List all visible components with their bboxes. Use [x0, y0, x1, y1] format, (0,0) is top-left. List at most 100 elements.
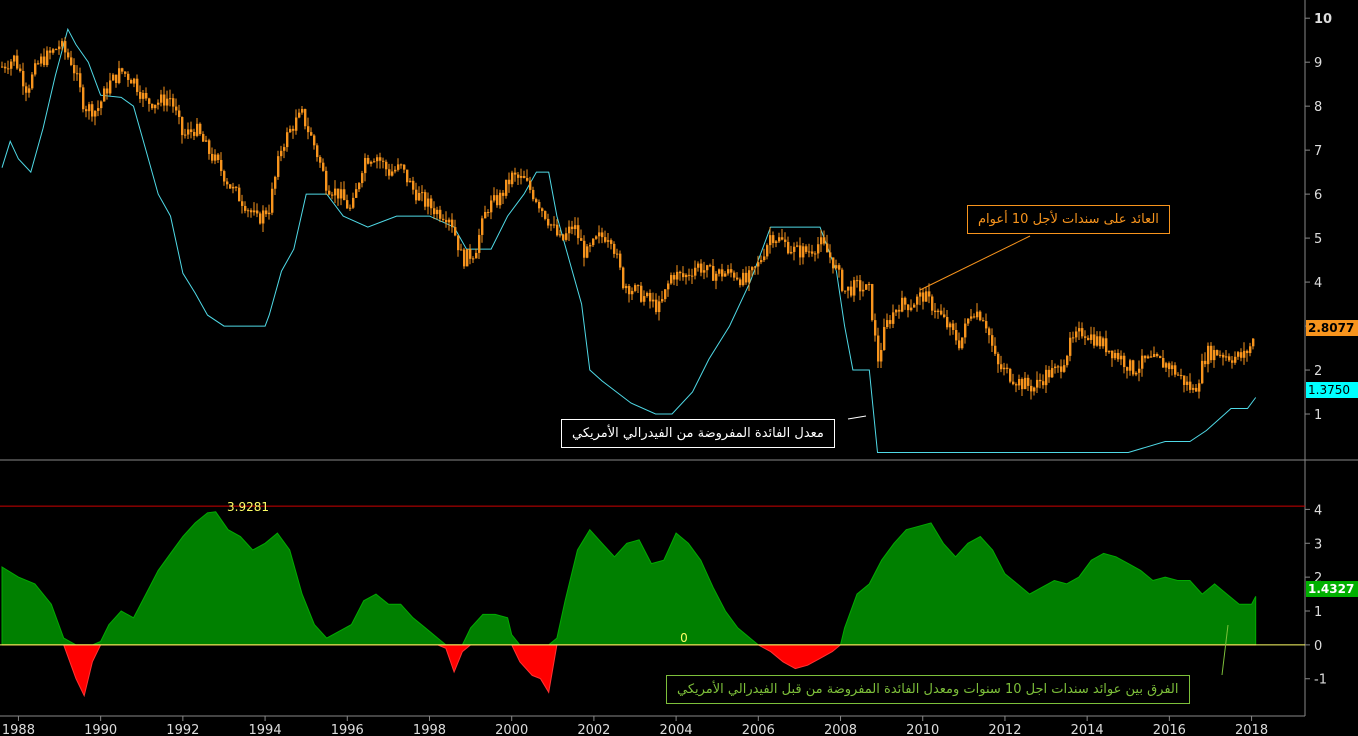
- yield-candle-body: [487, 211, 490, 213]
- yield-candle-body: [1228, 356, 1231, 361]
- yield-candle-body: [313, 135, 316, 146]
- yield-candle-body: [502, 192, 505, 196]
- yield-candle-body: [226, 181, 229, 185]
- yield-candle-body: [865, 284, 868, 290]
- yield-candle-body: [277, 156, 280, 177]
- yield-candle-body: [583, 240, 586, 258]
- yield-candle-body: [256, 210, 259, 214]
- x-tick-label: 2016: [1153, 723, 1186, 736]
- yield-candle-body: [1162, 357, 1165, 368]
- yield-candle-body: [208, 140, 211, 154]
- yield-candle-body: [1153, 354, 1156, 358]
- yield-candle-body: [430, 198, 433, 209]
- yield-candle-body: [706, 265, 709, 271]
- yield-candle-body: [958, 340, 961, 349]
- yield-candle-body: [538, 201, 541, 209]
- yield-candle-body: [724, 273, 727, 277]
- yield-candle-body: [613, 243, 616, 254]
- yield-candle-body: [88, 104, 91, 112]
- yield-candle-body: [7, 68, 10, 70]
- yield-candle-body: [532, 189, 535, 200]
- yield-candle-body: [562, 234, 565, 240]
- yield-candle-body: [151, 103, 154, 109]
- yield-candle-body: [790, 251, 793, 254]
- yield-candle-body: [781, 237, 784, 240]
- yield-candle-body: [142, 92, 145, 99]
- yield-candle-body: [193, 131, 196, 136]
- yield-candle-body: [1, 66, 4, 68]
- yield-candle-body: [1033, 387, 1036, 392]
- yield-candle-body: [880, 350, 883, 362]
- yield-candle-body: [451, 219, 454, 228]
- yield-candle-body: [787, 241, 790, 254]
- yield-candle-body: [250, 210, 253, 213]
- yield-candle-body: [721, 269, 724, 277]
- yield-candle-body: [967, 318, 970, 324]
- x-tick-label: 1988: [2, 723, 35, 736]
- yield-candle-body: [589, 245, 592, 247]
- yield-candle-body: [130, 79, 133, 84]
- yield-candle-body: [1048, 369, 1051, 378]
- yield-candle-body: [1195, 387, 1198, 392]
- top-y-tick-label: 4: [1314, 276, 1322, 291]
- yield-candle-body: [775, 241, 778, 243]
- yield-candle-body: [769, 235, 772, 246]
- yield-candle-body: [361, 173, 364, 184]
- yield-candle-body: [808, 251, 811, 253]
- yield-candle-body: [1102, 338, 1105, 347]
- yield-candle-body: [934, 310, 937, 313]
- yield-candle-body: [100, 101, 103, 109]
- top-y-tick-label: 7: [1314, 144, 1322, 159]
- x-tick-label: 1996: [331, 723, 364, 736]
- yield-candle-body: [982, 320, 985, 322]
- yield-candle-body: [940, 310, 943, 315]
- yield-candle-body: [289, 128, 292, 133]
- yield-candle-body: [682, 273, 685, 278]
- yield-candle-body: [1171, 365, 1174, 370]
- fed-rate-line: [1, 27, 1257, 453]
- yield-candle-body: [1069, 337, 1072, 356]
- yield-candle-body: [778, 237, 781, 242]
- yield-candle-body: [832, 257, 835, 269]
- yield-candle-body: [319, 157, 322, 163]
- yield-candle-body: [322, 162, 325, 171]
- yield-candle-body: [1000, 364, 1003, 370]
- top-y-tick-label: 5: [1314, 232, 1322, 247]
- yield-candle-body: [838, 265, 841, 270]
- yield-candle-body: [1060, 366, 1063, 372]
- yield-candle-body: [745, 272, 748, 283]
- yield-candle-body: [223, 171, 226, 182]
- yield-candle-body: [523, 175, 526, 179]
- yield-candle-body: [856, 280, 859, 282]
- yield-candle-body: [703, 270, 706, 273]
- yield-candle-body: [1039, 379, 1042, 382]
- yield-candle-body: [181, 117, 184, 136]
- yield-candle-body: [355, 189, 358, 198]
- top-y-tick-label: 9: [1314, 56, 1322, 71]
- yield-candle-body: [643, 296, 646, 302]
- yield-candle-body: [877, 335, 880, 362]
- yield-candle-body: [1003, 367, 1006, 370]
- yield-candle-body: [973, 316, 976, 318]
- yield-candle-body: [925, 291, 928, 302]
- yield-candle-body: [220, 160, 223, 172]
- yield-candle-body: [1108, 350, 1111, 353]
- yield-candle-body: [799, 245, 802, 258]
- yield-candle-body: [1240, 352, 1243, 358]
- yield-candle-body: [121, 68, 124, 72]
- yield-candle-body: [139, 91, 142, 99]
- yield-candle-body: [1249, 346, 1252, 354]
- yield-candle-body: [739, 279, 742, 286]
- yield-candle-body: [466, 249, 469, 267]
- yield-candle-body: [244, 205, 247, 211]
- yield-candle-body: [670, 275, 673, 284]
- yield-candle-body: [1084, 336, 1087, 338]
- yield-candle-body: [970, 316, 973, 319]
- yield-candle-body: [1111, 350, 1114, 359]
- yield-candle-body: [349, 207, 352, 209]
- yield-candle-body: [379, 157, 382, 161]
- yield-last-value-badge: 2.8077: [1306, 320, 1358, 336]
- top-y-tick-label: 2: [1314, 364, 1322, 379]
- yield-candle-body: [490, 200, 493, 213]
- yield-candle-body: [658, 301, 661, 313]
